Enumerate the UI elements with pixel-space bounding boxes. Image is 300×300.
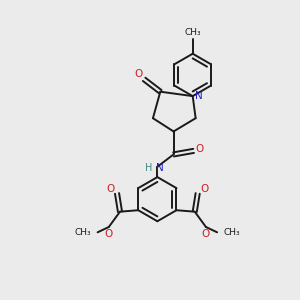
Text: H: H bbox=[146, 163, 153, 173]
Text: O: O bbox=[105, 229, 113, 239]
Text: N: N bbox=[156, 163, 164, 173]
Text: CH₃: CH₃ bbox=[224, 228, 240, 237]
Text: O: O bbox=[202, 229, 210, 239]
Text: N: N bbox=[195, 91, 203, 101]
Text: O: O bbox=[200, 184, 208, 194]
Text: O: O bbox=[106, 184, 115, 194]
Text: CH₃: CH₃ bbox=[74, 228, 91, 237]
Text: CH₃: CH₃ bbox=[184, 28, 201, 37]
Text: O: O bbox=[195, 144, 204, 154]
Text: O: O bbox=[135, 69, 143, 79]
